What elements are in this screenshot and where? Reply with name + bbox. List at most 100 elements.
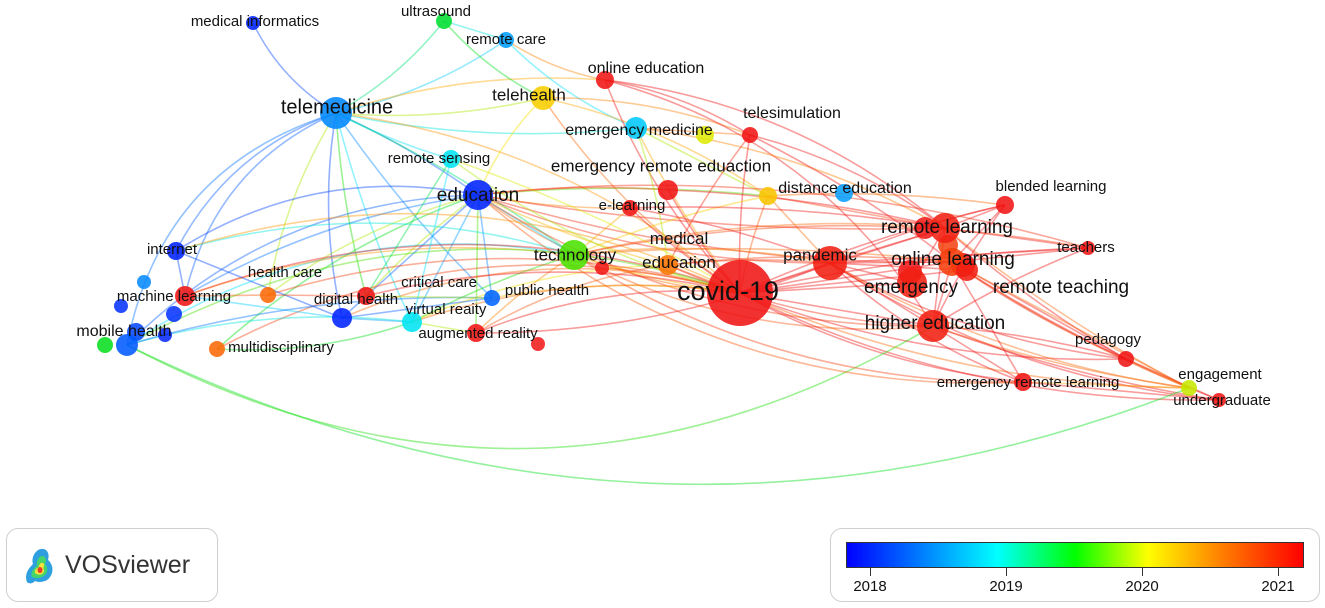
label-higher-education[interactable]: higher education xyxy=(865,313,1006,334)
node-telesimulation[interactable] xyxy=(742,127,758,143)
network-node[interactable] xyxy=(114,299,128,313)
node-emergency-remote-eduaction[interactable] xyxy=(658,180,678,200)
node-pedagogy[interactable] xyxy=(1118,351,1134,367)
node-internet[interactable] xyxy=(167,242,185,260)
label-multidisciplinary[interactable]: multidisciplinary xyxy=(228,339,334,356)
network-node[interactable] xyxy=(158,328,172,342)
label-distance-education[interactable]: distance education xyxy=(778,180,911,197)
label-blended-learning[interactable]: blended learning xyxy=(996,178,1107,195)
legend-label-2018: 2018 xyxy=(853,578,887,595)
label-telemedicine[interactable]: telemedicine xyxy=(281,96,393,118)
node-telemedicine[interactable] xyxy=(320,97,352,129)
node-remote-care[interactable] xyxy=(498,32,514,48)
node-distance-education[interactable] xyxy=(759,187,777,205)
network-link xyxy=(829,262,1190,389)
node-higher-education[interactable] xyxy=(917,310,949,342)
node-telehealth[interactable] xyxy=(531,86,555,110)
network-link xyxy=(126,296,493,346)
label-online-education[interactable]: online education xyxy=(588,60,705,77)
label-augmented-reality[interactable]: augmented reality xyxy=(418,325,538,342)
node-augmented-reality[interactable] xyxy=(467,324,485,342)
label-remote-care[interactable]: remote care xyxy=(466,31,546,48)
network-node[interactable] xyxy=(531,337,545,351)
label-education[interactable]: education xyxy=(437,185,519,206)
network-link xyxy=(604,79,751,136)
network-link xyxy=(267,257,741,296)
label-teachers[interactable]: teachers xyxy=(1057,239,1115,256)
label-pandemic[interactable]: pandemic xyxy=(783,245,857,264)
label-remote-learning[interactable]: remote learning xyxy=(881,217,1013,238)
node-e-learning[interactable] xyxy=(622,200,638,216)
node-emergency-medicine[interactable] xyxy=(625,117,647,139)
label-mobile-health[interactable]: mobile health xyxy=(76,323,171,340)
vosviewer-logo-text: VOSviewer xyxy=(65,550,191,579)
node-emergency[interactable] xyxy=(897,268,927,298)
label-emergency-remote-eduaction[interactable]: emergency remote eduaction xyxy=(551,156,771,175)
label-online-learning[interactable]: online learning xyxy=(891,249,1015,270)
label-emergency[interactable]: emergency xyxy=(864,277,958,298)
label-critical-care[interactable]: critical care xyxy=(401,274,477,291)
network-node[interactable] xyxy=(166,306,182,322)
label-health-care[interactable]: health care xyxy=(248,264,322,281)
label-internet[interactable]: internet xyxy=(147,241,198,258)
network-link xyxy=(829,262,1220,401)
node-critical-care[interactable] xyxy=(357,287,375,305)
label-ultrasound[interactable]: ultrasound xyxy=(401,3,471,20)
node-public-health[interactable] xyxy=(484,290,500,306)
label-emergency-medicine[interactable]: emergency medicine xyxy=(565,122,713,139)
node-blended-learning[interactable] xyxy=(996,196,1014,214)
network-link xyxy=(739,292,1127,361)
node-remote-sensing[interactable] xyxy=(442,150,460,168)
network-link xyxy=(1125,358,1220,401)
network-link xyxy=(335,112,741,294)
label-telehealth[interactable]: telehealth xyxy=(492,85,566,104)
node-ultrasound[interactable] xyxy=(436,13,452,29)
node-digital-health[interactable] xyxy=(332,308,352,328)
network-node[interactable] xyxy=(835,184,853,202)
label-digital-health[interactable]: digital health xyxy=(314,291,398,308)
label-technology[interactable]: technology xyxy=(534,245,617,264)
node-online-education[interactable] xyxy=(596,71,614,89)
label-covid-19[interactable]: covid-19 xyxy=(677,276,779,306)
label-engagement[interactable]: engagement xyxy=(1178,366,1262,383)
node-undergraduate[interactable] xyxy=(1212,393,1226,407)
node-machine-learning[interactable] xyxy=(175,286,195,306)
label-pedagogy[interactable]: pedagogy xyxy=(1075,331,1141,348)
label-medical-education[interactable]: medical education xyxy=(642,229,716,272)
network-node[interactable] xyxy=(97,337,113,353)
label-e-learning[interactable]: e-learning xyxy=(599,197,666,214)
label-public-health[interactable]: public health xyxy=(505,282,589,299)
node-multidisciplinary[interactable] xyxy=(209,341,225,357)
label-remote-sensing[interactable]: remote sensing xyxy=(388,150,491,167)
node-technology[interactable] xyxy=(559,240,589,270)
network-link xyxy=(477,187,769,197)
node-health-care[interactable] xyxy=(260,287,276,303)
node-remote-teaching[interactable] xyxy=(956,259,978,281)
network-link xyxy=(411,254,575,323)
bibliometric-network-map: covid-19 telemedicine education technology m… xyxy=(76,3,1271,486)
label-undergraduate[interactable]: undergraduate xyxy=(1173,392,1271,409)
node-teachers[interactable] xyxy=(1081,241,1095,255)
label-remote-teaching[interactable]: remote teaching xyxy=(993,277,1129,298)
node-medical-education[interactable] xyxy=(658,255,678,275)
network-node[interactable] xyxy=(914,217,936,239)
label-emergency-remote-learning[interactable]: emergency remote learning xyxy=(937,374,1120,391)
label-virtual-reality[interactable]: virtual reaity xyxy=(406,301,487,318)
node-virtual-reality[interactable] xyxy=(402,312,422,332)
label-telesimulation[interactable]: telesimulation xyxy=(743,105,841,122)
node-education[interactable] xyxy=(463,180,493,210)
network-link xyxy=(1022,381,1220,401)
label-medical-informatics[interactable]: medical informatics xyxy=(191,13,319,30)
node-covid-19[interactable] xyxy=(707,260,773,326)
node-pandemic[interactable] xyxy=(813,246,847,280)
network-node[interactable] xyxy=(696,126,714,144)
label-machine-learning[interactable]: machine learning xyxy=(117,288,231,305)
node-remote-learning[interactable] xyxy=(930,213,960,243)
node-emergency-remote-learning[interactable] xyxy=(1014,373,1032,391)
node-mobile-health[interactable] xyxy=(116,334,138,356)
network-link xyxy=(335,112,493,299)
node-engagement[interactable] xyxy=(1181,380,1197,396)
network-node[interactable] xyxy=(595,261,609,275)
network-node[interactable] xyxy=(137,275,151,289)
node-medical-informatics[interactable] xyxy=(246,16,260,30)
